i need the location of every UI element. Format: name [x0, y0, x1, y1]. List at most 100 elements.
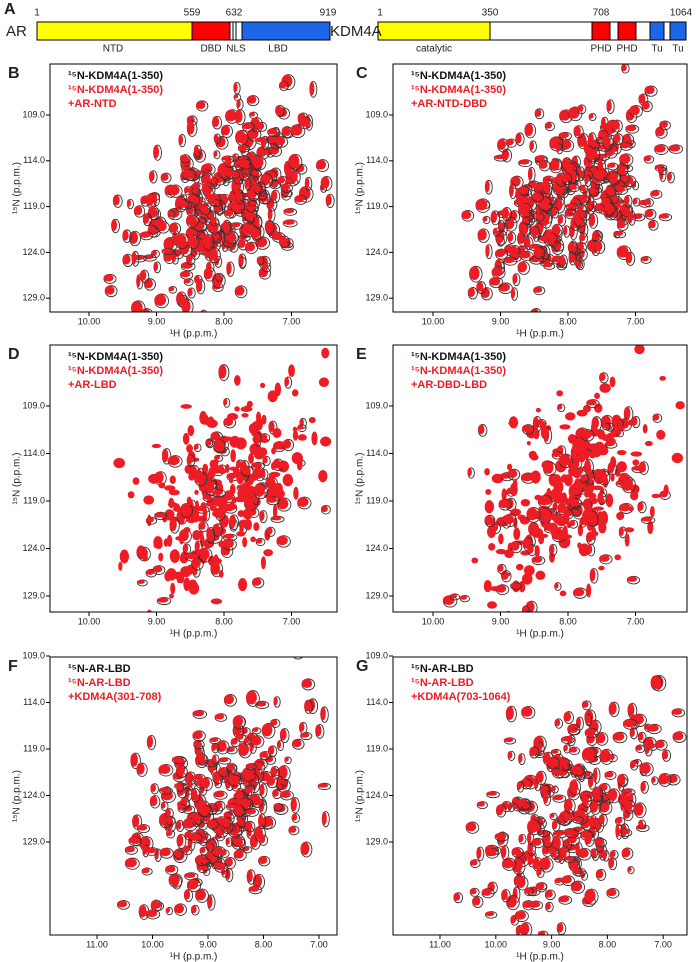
titration-peak: [516, 781, 522, 791]
titration-peak: [140, 195, 148, 205]
titration-peak: [518, 834, 524, 842]
titration-peak: [244, 242, 256, 252]
residue-number: 632: [226, 8, 243, 19]
titration-peak: [185, 514, 198, 524]
titration-peak: [616, 425, 625, 431]
titration-peak: [233, 466, 240, 476]
y-tick-label: 114.0: [23, 448, 45, 458]
titration-peak: [585, 714, 590, 724]
titration-peak: [531, 192, 541, 200]
titration-peak: [640, 781, 646, 792]
titration-peak: [563, 856, 573, 861]
titration-peak: [661, 750, 669, 760]
titration-peak: [117, 612, 127, 624]
titration-peak: [536, 868, 542, 876]
titration-peak: [551, 474, 562, 486]
titration-peak: [671, 708, 683, 715]
titration-peak: [126, 199, 131, 207]
titration-peak: [555, 181, 565, 195]
titration-peak: [186, 879, 199, 890]
titration-peak: [240, 491, 247, 496]
titration-peak: [565, 412, 576, 421]
titration-peak: [598, 521, 607, 534]
titration-peak: [169, 475, 176, 485]
titration-peak: [243, 737, 249, 744]
titration-peak: [282, 439, 292, 449]
titration-peak: [577, 204, 584, 212]
titration-peak: [153, 536, 163, 549]
titration-peak: [196, 279, 203, 292]
titration-peak: [167, 455, 180, 466]
titration-peak: [231, 178, 242, 193]
titration-peak: [241, 846, 250, 851]
titration-peak: [486, 791, 497, 796]
titration-peak: [573, 125, 581, 137]
titration-peak: [577, 524, 584, 537]
titration-peak: [554, 878, 562, 884]
y-tick-label: 124.0: [365, 543, 388, 553]
titration-peak: [556, 922, 564, 933]
titration-peak: [235, 734, 244, 740]
titration-peak: [510, 915, 517, 924]
reference-peak: [282, 190, 293, 198]
titration-peak: [465, 822, 477, 832]
titration-peak: [145, 909, 158, 918]
titration-peak: [496, 235, 502, 245]
titration-peak: [632, 198, 638, 205]
titration-peak: [151, 443, 162, 449]
titration-peak: [594, 392, 600, 400]
titration-peak: [235, 130, 246, 144]
y-tick-label: 119.0: [366, 495, 388, 505]
titration-peak: [544, 889, 553, 898]
titration-peak: [599, 383, 611, 393]
titration-peak: [258, 834, 266, 844]
titration-peak: [609, 376, 616, 388]
titration-peak: [518, 159, 530, 165]
titration-peak: [175, 820, 182, 830]
titration-peak: [614, 554, 622, 561]
titration-peak: [586, 733, 595, 744]
titration-peak: [284, 757, 289, 762]
titration-peak: [160, 801, 166, 809]
titration-peak: [535, 570, 546, 581]
titration-peak: [578, 543, 590, 557]
titration-peak: [510, 541, 520, 551]
titration-peak: [256, 411, 262, 423]
titration-peak: [563, 225, 568, 236]
titration-peak: [252, 577, 262, 586]
titration-peak: [647, 724, 659, 732]
titration-peak: [290, 124, 303, 136]
titration-peak: [659, 120, 668, 128]
titration-peak: [268, 421, 275, 432]
titration-peak: [644, 440, 653, 447]
titration-peak: [471, 557, 479, 564]
titration-peak: [616, 461, 627, 473]
titration-peak: [237, 818, 243, 826]
titration-peak: [591, 531, 596, 541]
titration-peak: [593, 767, 598, 782]
titration-peak: [222, 534, 235, 539]
titration-peak: [638, 819, 644, 827]
titration-peak: [510, 508, 522, 517]
titration-peak: [631, 213, 643, 219]
protein-name: KDM4A: [330, 23, 382, 40]
titration-peak: [571, 509, 578, 515]
titration-peak: [245, 763, 254, 768]
titration-peak: [187, 194, 198, 205]
titration-peak: [215, 136, 226, 148]
domain-label: PHD: [590, 44, 611, 55]
titration-peak: [246, 869, 253, 883]
titration-peak: [599, 372, 606, 381]
titration-peak: [529, 900, 541, 908]
x-tick-label: 7.00: [283, 316, 301, 326]
titration-peak: [180, 404, 193, 409]
titration-peak: [169, 517, 177, 532]
titration-peak: [521, 223, 528, 235]
titration-peak: [607, 754, 615, 760]
titration-peak: [246, 95, 257, 104]
titration-peak: [523, 565, 535, 576]
titration-peak: [560, 846, 567, 859]
titration-peak: [186, 120, 195, 135]
titration-peak: [561, 173, 570, 183]
titration-peak: [477, 424, 485, 435]
